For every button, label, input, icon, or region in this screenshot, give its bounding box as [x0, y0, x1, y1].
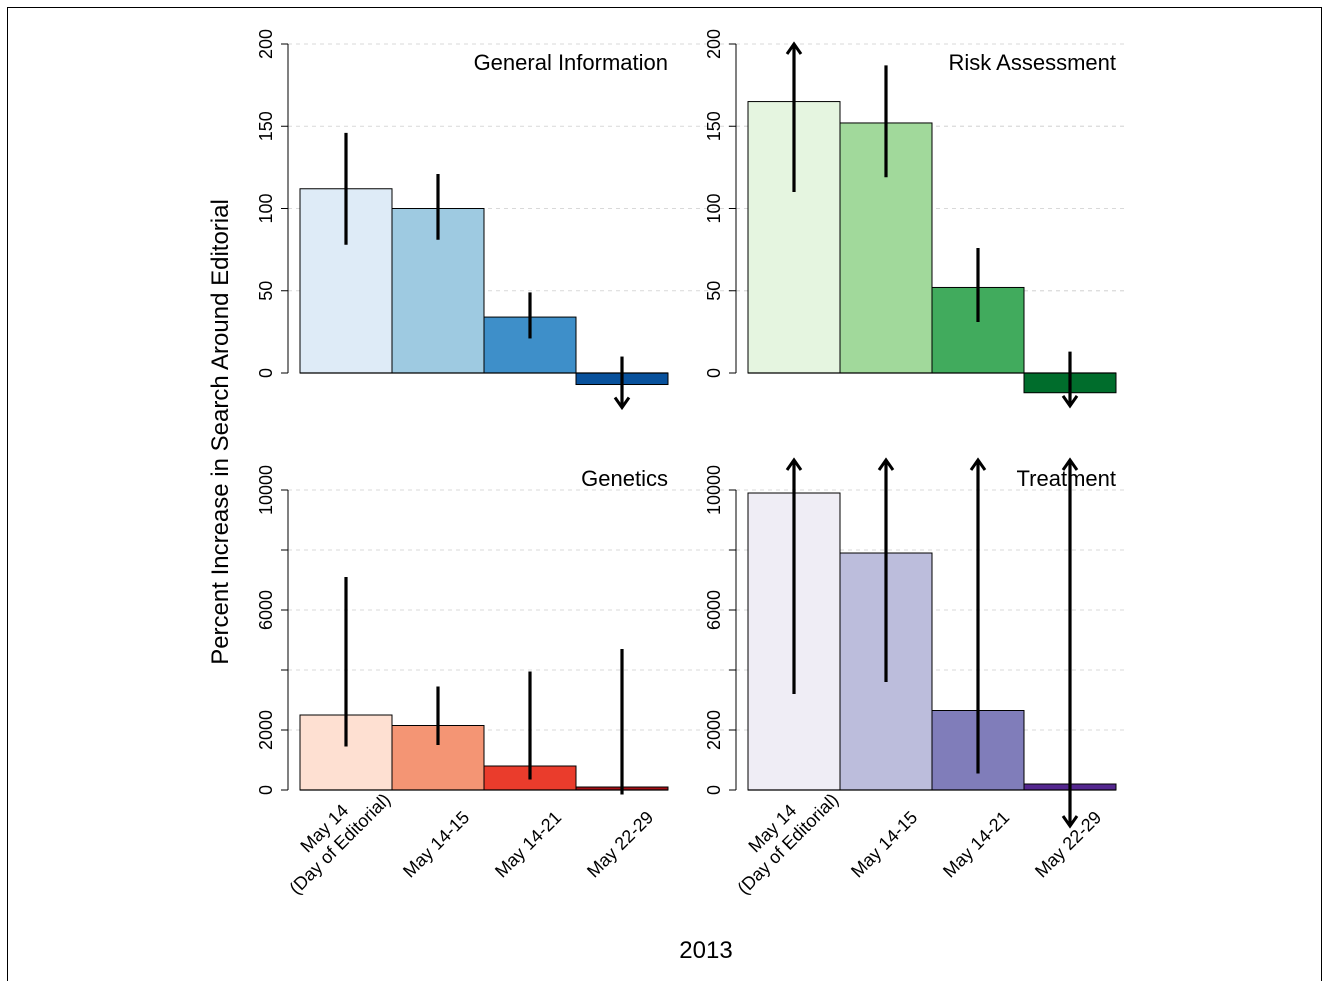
x-category-label: May 14-21	[491, 807, 565, 881]
y-tick-label: 100	[256, 193, 276, 223]
x-category-label: May 14-21	[939, 807, 1013, 881]
panel-4: 0 2000 6000 10000 Treatment	[704, 457, 1125, 829]
x-axis-title: 2013	[679, 937, 732, 964]
x-category-label: May 22-29	[1031, 807, 1105, 881]
error-arrow-up	[969, 457, 987, 471]
y-tick-label: 50	[704, 281, 724, 301]
y-tick-label: 10000	[256, 465, 276, 515]
panel-3: 0 2000 6000 10000 Genetics	[256, 465, 1125, 795]
panel-2: 0 50 100 150 200 Risk Assessment	[704, 29, 1125, 409]
panel-1: 0 50 100 150 200 General Information	[256, 29, 1125, 411]
error-arrow-up	[785, 41, 803, 55]
x-category-label: May 14-15	[399, 807, 473, 881]
x-category-line: May 14-21	[939, 807, 1013, 881]
y-tick-label: 50	[256, 281, 276, 301]
y-tick-label: 0	[256, 368, 276, 378]
y-tick-label: 200	[704, 29, 724, 59]
y-tick-label: 0	[704, 368, 724, 378]
y-axis-title: Percent Increase in Search Around Editor…	[207, 199, 234, 665]
error-arrow-up	[877, 457, 895, 471]
error-arrow-down	[613, 396, 631, 411]
error-arrow-up	[1061, 457, 1079, 471]
x-category-line: May 14-21	[491, 807, 565, 881]
x-category-line: May 14-15	[399, 807, 473, 881]
y-tick-label: 0	[256, 785, 276, 795]
y-tick-label: 0	[704, 785, 724, 795]
x-category-line: May 14-15	[847, 807, 921, 881]
y-tick-label: 200	[256, 29, 276, 59]
x-category-line: May 22-29	[583, 807, 657, 881]
figure-frame	[7, 7, 1322, 981]
panel-title: Treatment	[1017, 466, 1116, 491]
y-tick-label: 150	[704, 111, 724, 141]
y-tick-label: 2000	[256, 710, 276, 750]
y-tick-label: 6000	[704, 590, 724, 630]
x-category-label: May 22-29	[583, 807, 657, 881]
y-tick-label: 100	[704, 193, 724, 223]
x-category-label: May 14-15	[847, 807, 921, 881]
error-arrow-up	[785, 457, 803, 471]
y-tick-label: 2000	[704, 710, 724, 750]
panel-title: Risk Assessment	[949, 50, 1117, 75]
y-tick-label: 10000	[704, 465, 724, 515]
y-tick-label: 150	[256, 111, 276, 141]
y-tick-label: 6000	[256, 590, 276, 630]
x-category-line: May 22-29	[1031, 807, 1105, 881]
x-category-label: May 14(Day of Editorial)	[270, 774, 394, 898]
x-category-label: May 14(Day of Editorial)	[718, 774, 842, 898]
error-arrow-down	[1061, 815, 1079, 829]
panel-title: General Information	[474, 50, 668, 75]
panel-title: Genetics	[581, 466, 668, 491]
error-arrow-down	[1061, 395, 1079, 409]
